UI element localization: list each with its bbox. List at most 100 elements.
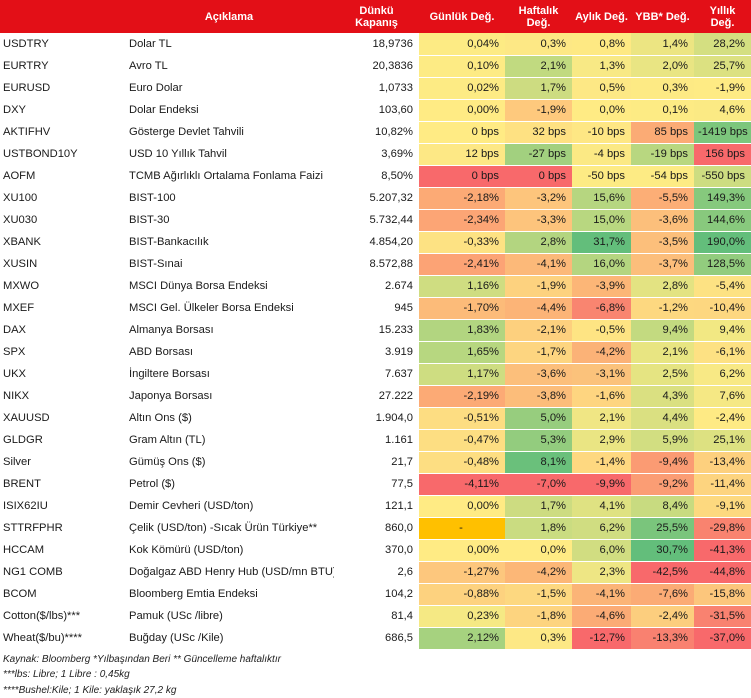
table-row: NIKX Japonya Borsası 27.222 -2,19% -3,8% -1,6… bbox=[0, 385, 751, 408]
cell-code: BRENT bbox=[0, 473, 124, 496]
header-code bbox=[0, 0, 124, 33]
cell-monthly-change: -4,1% bbox=[572, 583, 631, 606]
cell-weekly-change: -1,7% bbox=[505, 341, 572, 364]
cell-daily-change: -2,18% bbox=[419, 187, 505, 210]
cell-ytd-change: 4,4% bbox=[631, 407, 694, 430]
table-header-row: Açıklama Dünkü Kapanış Günlük Değ. Hafta… bbox=[0, 0, 751, 33]
cell-weekly-change: 0,3% bbox=[505, 33, 572, 56]
cell-weekly-change: -4,4% bbox=[505, 297, 572, 320]
cell-close: 4.854,20 bbox=[334, 231, 419, 254]
cell-monthly-change: -4,2% bbox=[572, 341, 631, 364]
cell-yearly-change: -5,4% bbox=[694, 275, 751, 298]
cell-code: XUSIN bbox=[0, 253, 124, 276]
cell-description: Altın Ons ($) bbox=[124, 407, 334, 430]
cell-daily-change: 0 bps bbox=[419, 121, 505, 144]
cell-monthly-change: -4,6% bbox=[572, 605, 631, 628]
cell-code: BCOM bbox=[0, 583, 124, 606]
footnote-bushel: ****Bushel:Kile; 1 Kile: yaklaşık 27,2 k… bbox=[3, 684, 177, 696]
table-row: DXY Dolar Endeksi 103,60 0,00% -1,9% 0,0% 0,1%… bbox=[0, 99, 751, 122]
cell-code: MXWO bbox=[0, 275, 124, 298]
cell-monthly-change: 0,0% bbox=[572, 99, 631, 122]
cell-close: 103,60 bbox=[334, 99, 419, 122]
cell-close: 20,3836 bbox=[334, 55, 419, 78]
table-row: SPX ABD Borsası 3.919 1,65% -1,7% -4,2% 2,1% -6… bbox=[0, 341, 751, 364]
cell-monthly-change: 2,3% bbox=[572, 561, 631, 584]
table-row: EURTRY Avro TL 20,3836 0,10% 2,1% 1,3% 2,0% 25,… bbox=[0, 55, 751, 78]
table-row: XBANK BIST-Bankacılık 4.854,20 -0,33% 2,8% 31… bbox=[0, 231, 751, 254]
cell-yearly-change: 7,6% bbox=[694, 385, 751, 408]
cell-yearly-change: 156 bps bbox=[694, 143, 751, 166]
header-description: Açıklama bbox=[124, 0, 334, 33]
cell-ytd-change: 8,4% bbox=[631, 495, 694, 518]
cell-yearly-change: 25,7% bbox=[694, 55, 751, 78]
cell-description: Gümüş Ons ($) bbox=[124, 451, 334, 474]
cell-ytd-change: -42,5% bbox=[631, 561, 694, 584]
cell-weekly-change: 32 bps bbox=[505, 121, 572, 144]
cell-description: Avro TL bbox=[124, 55, 334, 78]
cell-close: 5.732,44 bbox=[334, 209, 419, 232]
cell-weekly-change: -1,5% bbox=[505, 583, 572, 606]
cell-daily-change: 0,02% bbox=[419, 77, 505, 100]
cell-monthly-change: 6,2% bbox=[572, 517, 631, 540]
cell-weekly-change: 1,7% bbox=[505, 77, 572, 100]
table-row: ISIX62IU Demir Cevheri (USD/ton) 121,1 0,00… bbox=[0, 495, 751, 518]
cell-monthly-change: 0,8% bbox=[572, 33, 631, 56]
cell-description: Kok Kömürü (USD/ton) bbox=[124, 539, 334, 562]
footnotes: Kaynak: Bloomberg *Yılbaşından Beri ** G… bbox=[0, 650, 751, 698]
cell-daily-change: 2,12% bbox=[419, 627, 505, 650]
cell-code: XBANK bbox=[0, 231, 124, 254]
cell-close: 15.233 bbox=[334, 319, 419, 342]
cell-close: 686,5 bbox=[334, 627, 419, 650]
cell-yearly-change: 190,0% bbox=[694, 231, 751, 254]
cell-daily-change: -0,47% bbox=[419, 429, 505, 452]
cell-ytd-change: 4,3% bbox=[631, 385, 694, 408]
cell-weekly-change: -2,1% bbox=[505, 319, 572, 342]
cell-description: Euro Dolar bbox=[124, 77, 334, 100]
cell-description: Petrol ($) bbox=[124, 473, 334, 496]
cell-daily-change: -4,11% bbox=[419, 473, 505, 496]
cell-monthly-change: -9,9% bbox=[572, 473, 631, 496]
cell-description: BIST-Bankacılık bbox=[124, 231, 334, 254]
cell-description: ABD Borsası bbox=[124, 341, 334, 364]
cell-yearly-change: -13,4% bbox=[694, 451, 751, 474]
cell-ytd-change: 5,9% bbox=[631, 429, 694, 452]
header-daily-change: Günlük Değ. bbox=[419, 0, 505, 33]
cell-ytd-change: -3,7% bbox=[631, 253, 694, 276]
cell-weekly-change: 2,8% bbox=[505, 231, 572, 254]
cell-code: ISIX62IU bbox=[0, 495, 124, 518]
cell-weekly-change: 1,7% bbox=[505, 495, 572, 518]
cell-description: USD 10 Yıllık Tahvil bbox=[124, 143, 334, 166]
table-row: MXWO MSCI Dünya Borsa Endeksi 2.674 1,16% -1… bbox=[0, 275, 751, 298]
cell-description: Gram Altın (TL) bbox=[124, 429, 334, 452]
cell-code: Silver bbox=[0, 451, 124, 474]
table-row: USTBOND10Y USD 10 Yıllık Tahvil 3,69% 12 bp… bbox=[0, 143, 751, 166]
cell-monthly-change: 4,1% bbox=[572, 495, 631, 518]
cell-daily-change: -0,33% bbox=[419, 231, 505, 254]
cell-close: 945 bbox=[334, 297, 419, 320]
cell-yearly-change: -15,8% bbox=[694, 583, 751, 606]
cell-daily-change: -1,27% bbox=[419, 561, 505, 584]
cell-daily-change: -0,48% bbox=[419, 451, 505, 474]
cell-weekly-change: -1,9% bbox=[505, 275, 572, 298]
cell-weekly-change: 0,0% bbox=[505, 539, 572, 562]
cell-description: Dolar TL bbox=[124, 33, 334, 56]
cell-close: 104,2 bbox=[334, 583, 419, 606]
cell-daily-change: 0,00% bbox=[419, 99, 505, 122]
cell-code: XU030 bbox=[0, 209, 124, 232]
footnote-source: Kaynak: Bloomberg *Yılbaşından Beri ** G… bbox=[3, 653, 281, 665]
cell-close: 1.904,0 bbox=[334, 407, 419, 430]
header-close: Dünkü Kapanış bbox=[334, 0, 419, 33]
table-row: EURUSD Euro Dolar 1,0733 0,02% 1,7% 0,5% 0,3% -… bbox=[0, 77, 751, 100]
cell-close: 21,7 bbox=[334, 451, 419, 474]
table-body: USDTRY Dolar TL 18,9736 0,04% 0,3% 0,8% 1,4% 28… bbox=[0, 33, 751, 650]
cell-monthly-change: -0,5% bbox=[572, 319, 631, 342]
cell-ytd-change: 2,1% bbox=[631, 341, 694, 364]
cell-code: NIKX bbox=[0, 385, 124, 408]
cell-daily-change: 1,17% bbox=[419, 363, 505, 386]
cell-description: Doğalgaz ABD Henry Hub (USD/mn BTU) bbox=[124, 561, 334, 584]
cell-monthly-change: 0,5% bbox=[572, 77, 631, 100]
cell-daily-change: - bbox=[419, 517, 505, 540]
cell-yearly-change: -37,0% bbox=[694, 627, 751, 650]
cell-monthly-change: 15,6% bbox=[572, 187, 631, 210]
